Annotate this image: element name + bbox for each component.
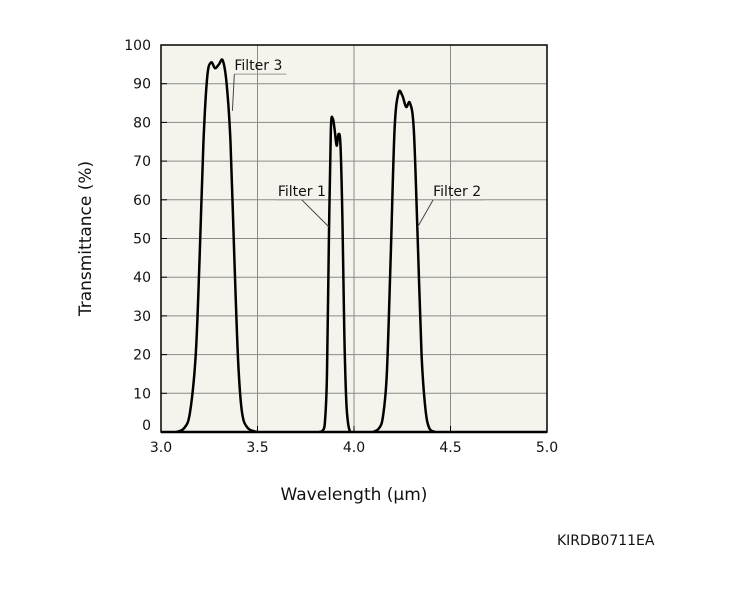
x-tick-label: 3.0 (150, 440, 172, 456)
x-tick-label: 4.0 (343, 440, 365, 456)
annotation-leader-filter-3 (231, 74, 235, 111)
y-tick-label: 80 (133, 115, 151, 131)
y-axis-label: Transmittance (%) (76, 161, 96, 317)
y-tick-label: 40 (133, 270, 151, 286)
y-tick-label: 30 (133, 309, 151, 325)
series-line-filter-1 (318, 115, 352, 434)
y-axis-ticks: 0 10 20 30 40 50 60 70 80 90 100 (124, 38, 167, 434)
y-tick-label: 90 (133, 77, 151, 93)
series-line-filter-3 (175, 58, 258, 434)
x-tick-label: 3.5 (246, 440, 268, 456)
y-tick-label: 10 (133, 386, 151, 402)
y-tick-label: 60 (133, 193, 151, 209)
x-tick-label: 5.0 (536, 440, 558, 456)
grid-lines (161, 45, 547, 432)
annotation-leader-filter-1 (301, 199, 330, 228)
annotation-filter-1: Filter 1 (278, 184, 326, 200)
x-tick-label: 4.5 (439, 440, 461, 456)
y-tick-label: 20 (133, 348, 151, 364)
y-tick-label: 50 (133, 232, 151, 248)
series-line-filter-2 (372, 89, 436, 434)
annotation-leader-filter-2 (417, 199, 434, 228)
x-axis-label: Wavelength (µm) (281, 485, 428, 505)
annotation-filter-3: Filter 3 (234, 58, 282, 74)
y-tick-label: 100 (124, 38, 151, 54)
y-tick-label: 70 (133, 154, 151, 170)
y-tick-label: 0 (142, 418, 151, 434)
annotation-filter-2: Filter 2 (433, 184, 481, 200)
x-axis-ticks: 3.0 3.5 4.0 4.5 5.0 (150, 426, 558, 456)
figure-code: KIRDB0711EA (557, 533, 655, 549)
annotations: Filter 3 Filter 1 Filter 2 (231, 58, 486, 228)
